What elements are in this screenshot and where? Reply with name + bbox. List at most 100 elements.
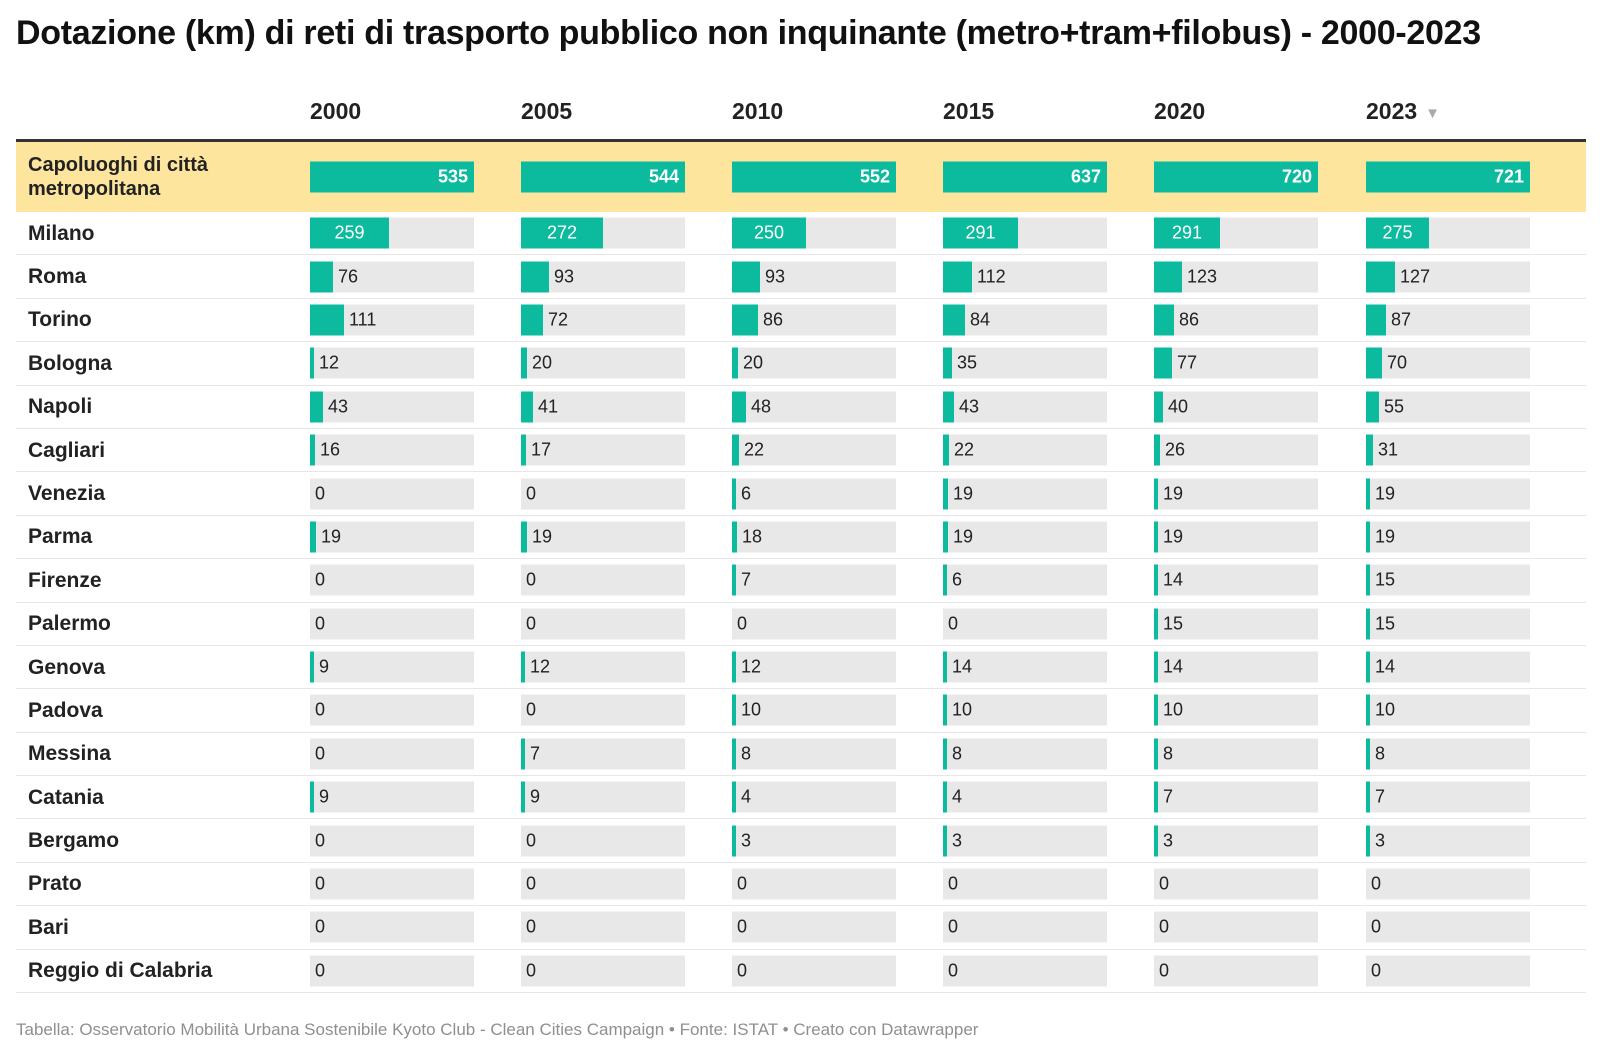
bar (732, 304, 758, 336)
bar (1366, 161, 1530, 193)
bar-track (1366, 564, 1530, 596)
value-label: 8 (1375, 743, 1386, 764)
column-header-2020[interactable]: 2020 (1154, 98, 1205, 125)
bar-track (521, 955, 685, 987)
value-label: 9 (530, 786, 541, 807)
bar-cell: 0 (310, 478, 474, 510)
bar (1154, 694, 1158, 726)
bar (943, 564, 947, 596)
bar (1366, 608, 1370, 640)
bar (310, 217, 389, 249)
value-label: 17 (531, 439, 552, 460)
bar (732, 521, 737, 553)
value-label: 19 (1375, 526, 1396, 547)
bar-cell: 127 (1366, 261, 1530, 293)
bar-cell: 0 (521, 564, 685, 596)
bar-track (1366, 478, 1530, 510)
bar-track (732, 868, 896, 900)
value-label: 77 (1177, 352, 1198, 373)
bar-cell: 0 (310, 564, 474, 596)
value-label: 259 (334, 222, 365, 243)
value-label: 0 (526, 960, 537, 981)
value-label: 0 (948, 960, 959, 981)
bar (1154, 608, 1158, 640)
row-label: Bergamo (28, 829, 120, 853)
bar (1366, 564, 1370, 596)
value-label: 19 (321, 526, 342, 547)
table-row: Bari 0 0 0 0 0 0 (16, 906, 1586, 950)
table-row: Firenze 0 0 7 6 14 15 (16, 559, 1586, 603)
bar (1154, 347, 1172, 379)
bar (521, 781, 525, 813)
bar-cell: 0 (1154, 911, 1318, 943)
value-label: 19 (1163, 483, 1184, 504)
value-label: 0 (315, 830, 326, 851)
value-label: 0 (315, 699, 326, 720)
row-label: Prato (28, 872, 82, 896)
row-label: Napoli (28, 395, 93, 419)
bar-cell: 0 (732, 955, 896, 987)
bar-cell: 0 (943, 868, 1107, 900)
bar-track (521, 434, 685, 466)
column-header-2005[interactable]: 2005 (521, 98, 572, 125)
value-label: 8 (952, 743, 963, 764)
bar-track (521, 347, 685, 379)
column-header-2000[interactable]: 2000 (310, 98, 361, 125)
value-label: 0 (315, 569, 326, 590)
value-label: 9 (319, 656, 330, 677)
table-row: Padova 0 0 10 10 10 10 (16, 689, 1586, 733)
bar (310, 434, 315, 466)
column-header-label: 2020 (1154, 98, 1206, 124)
bar-cell: 77 (1154, 347, 1318, 379)
value-label: 0 (737, 873, 748, 894)
table-body: Capoluoghi di città metropolitana 535 544 5… (16, 142, 1586, 994)
bar-track (943, 347, 1107, 379)
value-label: 93 (765, 266, 786, 287)
table-row: Venezia 0 0 6 19 19 19 (16, 472, 1586, 516)
bar-cell: 15 (1366, 608, 1530, 640)
bar-track (732, 478, 896, 510)
column-header-2010[interactable]: 2010 (732, 98, 783, 125)
bar-cell: 26 (1154, 434, 1318, 466)
bar-cell: 19 (943, 521, 1107, 553)
bar-track (1154, 955, 1318, 987)
bar-track (521, 825, 685, 857)
bar-cell: 10 (1154, 694, 1318, 726)
column-header-label: 2005 (521, 98, 573, 124)
column-header-2015[interactable]: 2015 (943, 98, 994, 125)
value-label: 10 (952, 699, 973, 720)
bar-track (521, 911, 685, 943)
bar (1154, 825, 1158, 857)
value-label: 0 (737, 960, 748, 981)
bar (1366, 521, 1370, 553)
bar-cell: 0 (521, 868, 685, 900)
bar-cell: 544 (521, 161, 685, 193)
value-label: 250 (753, 222, 785, 243)
bar-cell: 20 (732, 347, 896, 379)
bar (310, 391, 323, 423)
value-label: 0 (526, 699, 537, 720)
bar-track (521, 738, 685, 770)
triangle-down-icon[interactable]: ▼ (1425, 105, 1441, 122)
bar-track (943, 391, 1107, 423)
row-label: Reggio di Calabria (28, 959, 213, 983)
bar-cell: 87 (1366, 304, 1530, 336)
bar-track (732, 347, 896, 379)
bar-cell: 43 (310, 391, 474, 423)
bar-cell: 16 (310, 434, 474, 466)
bar (1154, 161, 1318, 193)
bar-track (521, 608, 685, 640)
value-label: 7 (741, 569, 752, 590)
value-label: 272 (546, 222, 578, 243)
bar-cell: 93 (521, 261, 685, 293)
bar-cell: 19 (1366, 521, 1530, 553)
bar-cell: 12 (521, 651, 685, 683)
value-label: 22 (954, 439, 975, 460)
value-label: 43 (328, 396, 349, 417)
bar-cell: 250 (732, 217, 896, 249)
bar-track (1366, 651, 1530, 683)
bar-track (310, 564, 474, 596)
bar (943, 304, 965, 336)
bar-track (1154, 478, 1318, 510)
column-header-2023[interactable]: 2023 ▼ (1366, 98, 1440, 125)
